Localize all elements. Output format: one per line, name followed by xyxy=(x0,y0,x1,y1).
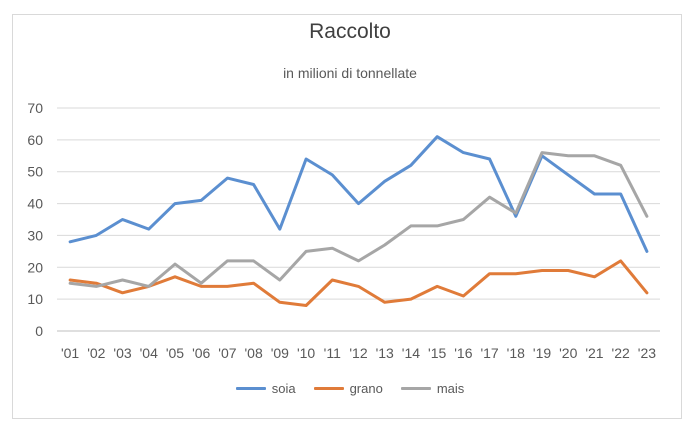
x-tick-label: '22 xyxy=(612,345,630,361)
x-tick-label: '06 xyxy=(192,345,210,361)
chart-title: Raccolto xyxy=(309,20,391,43)
x-tick-label: '14 xyxy=(402,345,420,361)
legend-label: soia xyxy=(271,381,296,396)
x-axis-ticks: '01 '02 '03 '04 '05 '06 '07 '08 '09 '10 '11 '12 '13 '… xyxy=(61,345,656,361)
x-tick-label: '11 xyxy=(324,345,341,361)
legend-label: grano xyxy=(349,381,383,396)
x-tick-label: '10 xyxy=(297,345,315,361)
series-line-mais xyxy=(68,151,649,288)
legend-item-soia: soia xyxy=(235,381,296,396)
x-tick-label: '18 xyxy=(507,345,525,361)
chart-frame xyxy=(12,14,682,419)
y-tick-label: 60 xyxy=(27,132,43,148)
x-tick-label: '04 xyxy=(140,345,158,361)
x-tick-label: '16 xyxy=(454,345,472,361)
y-axis-ticks: 0 10 20 30 40 50 60 70 xyxy=(27,100,43,339)
x-tick-label: '12 xyxy=(349,345,367,361)
legend-swatch xyxy=(313,387,344,390)
x-tick-label: '17 xyxy=(480,345,498,361)
x-tick-label: '19 xyxy=(533,345,551,361)
y-tick-label: 50 xyxy=(27,164,43,180)
y-tick-label: 30 xyxy=(27,227,43,243)
legend-item-grano: grano xyxy=(313,381,383,396)
legend-swatch xyxy=(400,387,431,390)
x-tick-label: '01 xyxy=(61,345,79,361)
gridlines xyxy=(57,107,660,332)
series-lines xyxy=(68,135,649,307)
y-tick-label: 70 xyxy=(27,100,43,116)
y-tick-label: 0 xyxy=(35,323,43,339)
x-tick-label: '15 xyxy=(428,345,446,361)
y-tick-label: 10 xyxy=(27,291,43,307)
legend-item-mais: mais xyxy=(400,381,465,396)
series-line-grano xyxy=(68,259,649,307)
series-line-soia xyxy=(68,135,649,253)
x-tick-label: '03 xyxy=(113,345,131,361)
x-tick-label: '20 xyxy=(559,345,577,361)
x-tick-label: '21 xyxy=(585,345,603,361)
y-tick-label: 20 xyxy=(27,259,43,275)
x-tick-label: '07 xyxy=(218,345,236,361)
chart-subtitle: in milioni di tonnellate xyxy=(283,65,417,81)
legend: soia grano mais xyxy=(0,381,700,396)
y-tick-label: 40 xyxy=(27,196,43,212)
x-tick-label: '13 xyxy=(376,345,394,361)
legend-label: mais xyxy=(436,381,465,396)
x-tick-label: '23 xyxy=(638,345,656,361)
x-tick-label: '08 xyxy=(245,345,263,361)
x-tick-label: '02 xyxy=(87,345,105,361)
legend-swatch xyxy=(235,387,266,390)
x-tick-label: '05 xyxy=(166,345,184,361)
x-tick-label: '09 xyxy=(271,345,289,361)
